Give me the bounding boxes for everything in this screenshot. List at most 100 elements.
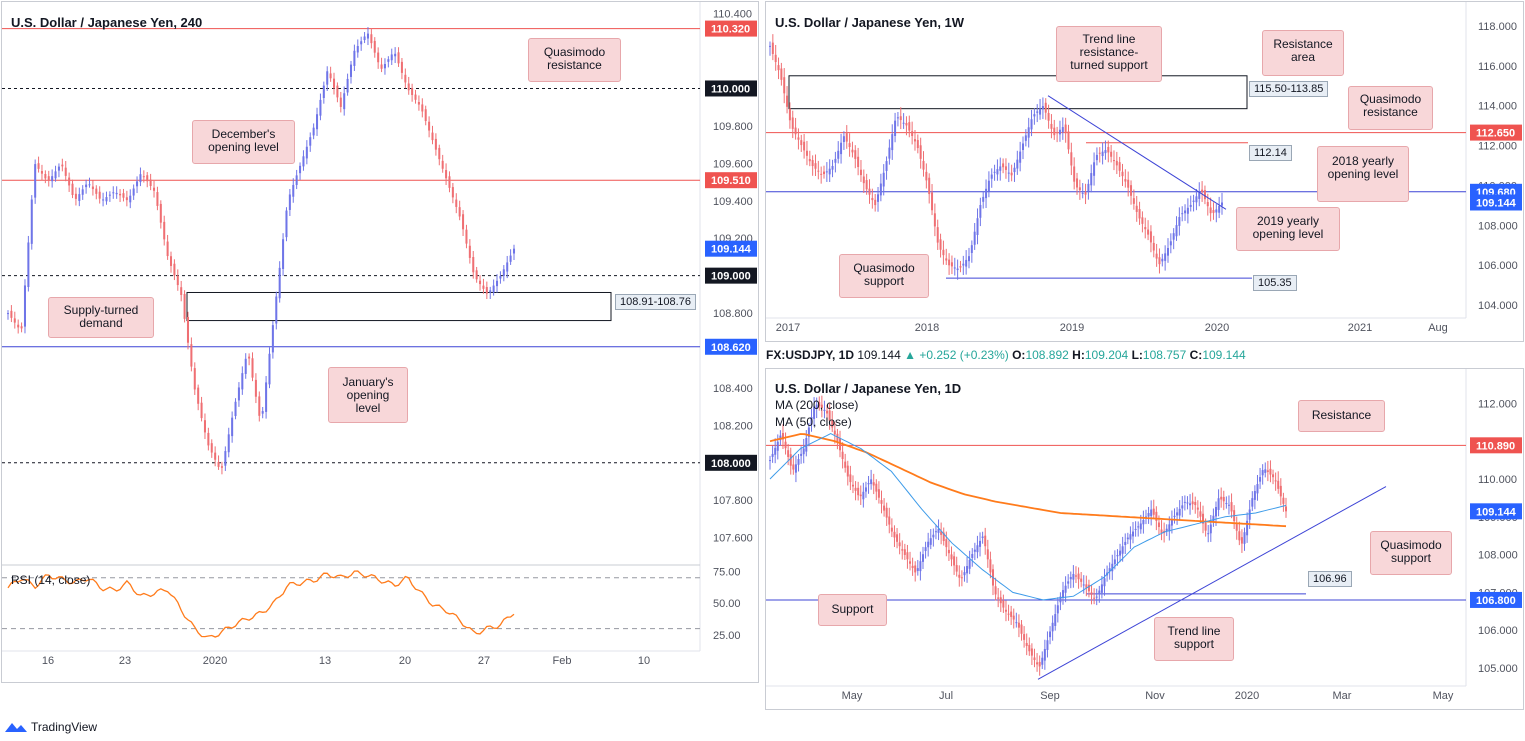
w1-candle-body bbox=[857, 156, 860, 167]
w1-candle-body bbox=[1215, 209, 1218, 213]
d1-candle-body bbox=[1259, 477, 1262, 482]
d1-candle-body bbox=[1199, 511, 1202, 517]
h4-candle-body bbox=[193, 368, 196, 390]
h4-candle-body bbox=[414, 94, 417, 100]
h4-price-label: 109.510 bbox=[711, 175, 751, 187]
h4-annotation-december-opening[interactable]: December's opening level bbox=[192, 120, 295, 164]
h4-zone-label: 108.91-108.76 bbox=[615, 294, 696, 310]
h4-candle-body bbox=[186, 316, 190, 343]
h4-candle-body bbox=[183, 294, 186, 319]
d1-candle-body bbox=[810, 417, 813, 425]
d1-candle-body bbox=[1220, 496, 1223, 500]
d1-annotation-support[interactable]: Support bbox=[818, 594, 887, 626]
w1-candle-body bbox=[1101, 151, 1104, 157]
w1-annotation-2018-yearly-opening[interactable]: 2018 yearly opening level bbox=[1317, 146, 1409, 202]
d1-annotation-resistance[interactable]: Resistance bbox=[1298, 400, 1385, 432]
w1-x-tick-label: 2018 bbox=[915, 322, 939, 334]
h4-price-label: 108.620 bbox=[711, 342, 751, 354]
h4-candle-body bbox=[336, 85, 339, 98]
h4-chart-svg[interactable]: 110.400110.000109.800109.600109.400109.2… bbox=[2, 2, 758, 682]
w1-annotation-resistance-area[interactable]: Resistance area bbox=[1262, 30, 1344, 76]
d1-x-tick-label: Mar bbox=[1333, 690, 1352, 702]
d1-y-tick-label: 108.000 bbox=[1478, 550, 1518, 562]
h4-candle-body bbox=[146, 175, 149, 182]
w1-candle-body bbox=[1201, 189, 1204, 193]
h4-x-tick-label: 16 bbox=[42, 655, 54, 667]
h4-candle-body bbox=[10, 310, 13, 318]
w1-candle-body bbox=[842, 136, 845, 143]
w1-annotation-trendline-resistance[interactable]: Trend line resistance-turned support bbox=[1056, 26, 1162, 82]
w1-candle-body bbox=[1036, 111, 1039, 113]
d1-candle-body bbox=[1282, 497, 1285, 504]
w1-chart-svg[interactable]: 118.000116.000114.000112.000110.000108.0… bbox=[766, 2, 1523, 341]
w1-candle-body bbox=[1209, 207, 1212, 214]
w1-candle-body bbox=[848, 143, 851, 147]
d1-candle-body bbox=[945, 539, 948, 548]
w1-candle-body bbox=[1081, 192, 1084, 194]
w1-x-tick-label: Aug bbox=[1428, 322, 1448, 334]
w1-candle-body bbox=[982, 196, 985, 202]
d1-candle-body bbox=[940, 531, 943, 535]
d1-candle-body bbox=[802, 448, 805, 455]
h4-rsi-label: RSI (14, close) bbox=[11, 573, 91, 587]
h4-candle-body bbox=[34, 164, 37, 198]
d1-candle-body bbox=[1178, 508, 1181, 516]
w1-candle-body bbox=[1010, 172, 1013, 176]
h4-candle-body bbox=[380, 64, 383, 69]
w1-candle-body bbox=[1221, 202, 1223, 206]
w1-x-tick-label: 2019 bbox=[1060, 322, 1084, 334]
chart-panel-d1[interactable]: 112.000111.000110.000109.000108.000107.0… bbox=[765, 368, 1524, 710]
w1-x-tick-label: 2021 bbox=[1348, 322, 1372, 334]
h4-price-label-bg bbox=[705, 20, 757, 37]
chart-panel-h4[interactable]: 110.400110.000109.800109.600109.400109.2… bbox=[1, 1, 759, 683]
h4-candle-body bbox=[207, 432, 210, 446]
d1-candle-body bbox=[859, 494, 862, 497]
h4-candle-body bbox=[360, 41, 363, 45]
d1-candle-body bbox=[877, 489, 880, 498]
d1-annotation-quasimodo-support[interactable]: Quasimodo support bbox=[1370, 531, 1452, 575]
infobar-close: 109.144 bbox=[1202, 348, 1246, 362]
w1-candle-body bbox=[877, 194, 880, 202]
d1-candle-body bbox=[1025, 643, 1028, 647]
w1-candle-body bbox=[1169, 241, 1172, 246]
d1-candle-body bbox=[1266, 470, 1269, 472]
w1-candle-body bbox=[1127, 179, 1130, 188]
w1-candle-body bbox=[1027, 127, 1030, 138]
w1-annotation-quasimodo-resistance[interactable]: Quasimodo resistance bbox=[1348, 86, 1433, 130]
h4-candle-body bbox=[394, 53, 397, 57]
w1-candle-body bbox=[774, 54, 777, 63]
d1-candle-body bbox=[1062, 590, 1065, 598]
w1-annotation-2019-yearly-opening[interactable]: 2019 yearly opening level bbox=[1236, 207, 1340, 251]
w1-candle-body bbox=[965, 259, 968, 267]
d1-candle-body bbox=[1217, 498, 1220, 510]
d1-candle-body bbox=[1253, 491, 1256, 500]
w1-candle-body bbox=[1056, 132, 1059, 134]
w1-candle-body bbox=[1203, 190, 1206, 200]
w1-candle-body bbox=[820, 173, 823, 175]
d1-candle-body bbox=[981, 536, 984, 538]
d1-candle-body bbox=[797, 459, 800, 465]
d1-candle-body bbox=[997, 597, 1000, 599]
w1-candle-body bbox=[1186, 207, 1189, 214]
d1-candle-body bbox=[979, 540, 982, 547]
d1-candle-body bbox=[820, 404, 823, 409]
h4-candle-body bbox=[309, 137, 312, 146]
d1-candle-body bbox=[1098, 590, 1101, 595]
d1-candle-body bbox=[976, 545, 979, 553]
w1-annotation-quasimodo-support[interactable]: Quasimodo support bbox=[839, 254, 929, 298]
chart-panel-w1[interactable]: 118.000116.000114.000112.000110.000108.0… bbox=[765, 1, 1524, 342]
d1-candle-body bbox=[839, 438, 842, 451]
h4-annotation-quasimodo-resistance[interactable]: Quasimodo resistance bbox=[528, 38, 621, 82]
h4-candle-body bbox=[407, 83, 410, 91]
d1-candle-body bbox=[1002, 600, 1005, 608]
tradingview-watermark[interactable]: TradingView bbox=[4, 720, 97, 734]
d1-candle-body bbox=[1020, 624, 1023, 634]
d1-price-label-bg bbox=[1470, 437, 1522, 454]
d1-candle-body bbox=[1090, 592, 1093, 595]
d1-annotation-trendline-support[interactable]: Trend line support bbox=[1154, 617, 1234, 661]
h4-annotation-supply-turned-demand[interactable]: Supply-turned demand bbox=[48, 297, 154, 338]
d1-candle-body bbox=[984, 535, 987, 547]
w1-candle-body bbox=[1147, 229, 1150, 235]
h4-annotation-january-opening[interactable]: January's opening level bbox=[328, 367, 408, 423]
h4-candle-body bbox=[265, 382, 268, 412]
